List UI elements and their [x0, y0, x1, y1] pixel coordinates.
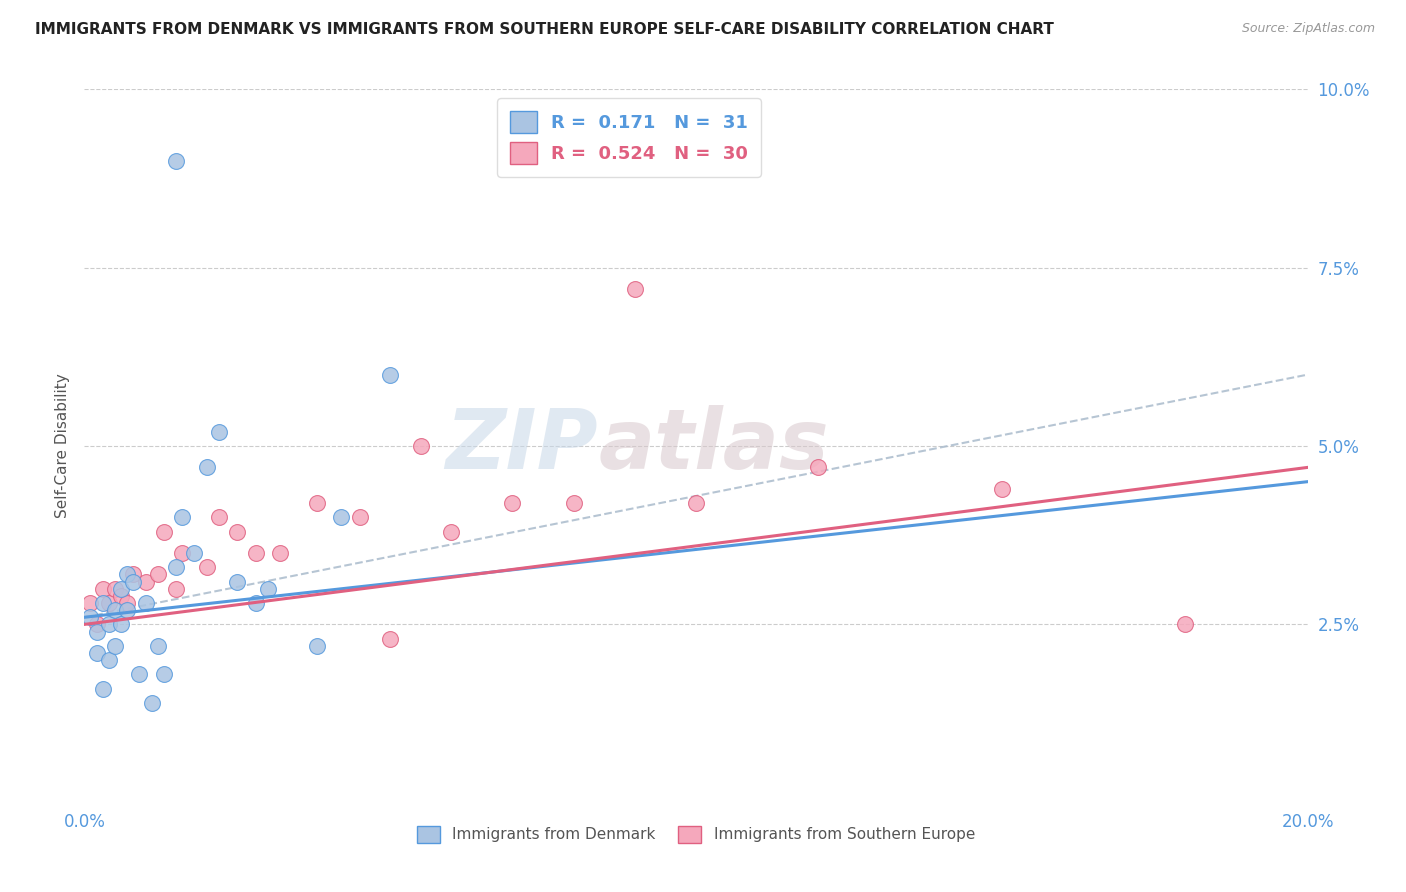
Point [110, 582, 132, 596]
Point [685, 496, 707, 510]
Text: Source: ZipAtlas.com: Source: ZipAtlas.com [1241, 22, 1375, 36]
Text: IMMIGRANTS FROM DENMARK VS IMMIGRANTS FROM SOUTHERN EUROPE SELF-CARE DISABILITY : IMMIGRANTS FROM DENMARK VS IMMIGRANTS FR… [35, 22, 1054, 37]
Point [226, 574, 249, 589]
Point [128, 667, 150, 681]
Y-axis label: Self-Care Disability: Self-Care Disability [55, 374, 70, 518]
Point [86, 646, 108, 660]
Point [807, 460, 830, 475]
Point [245, 546, 267, 560]
Point [91, 582, 114, 596]
Point [146, 639, 169, 653]
Point [97, 653, 120, 667]
Point [86, 617, 108, 632]
Point [380, 632, 402, 646]
Point [165, 582, 187, 596]
Point [79, 596, 101, 610]
Point [502, 496, 524, 510]
Point [183, 546, 205, 560]
Point [91, 681, 114, 696]
Point [141, 696, 163, 710]
Point [208, 425, 231, 439]
Point [172, 546, 194, 560]
Point [1174, 617, 1197, 632]
Point [86, 624, 108, 639]
Legend: Immigrants from Denmark, Immigrants from Southern Europe: Immigrants from Denmark, Immigrants from… [411, 820, 981, 848]
Point [991, 482, 1014, 496]
Point [172, 510, 194, 524]
Point [110, 589, 132, 603]
Point [115, 603, 138, 617]
Point [135, 574, 157, 589]
Point [195, 560, 218, 574]
Point [562, 496, 585, 510]
Point [104, 582, 127, 596]
Point [122, 567, 145, 582]
Point [409, 439, 432, 453]
Point [624, 282, 647, 296]
Point [305, 639, 328, 653]
Point [330, 510, 353, 524]
Point [245, 596, 267, 610]
Point [135, 596, 157, 610]
Point [380, 368, 402, 382]
Text: atlas: atlas [598, 406, 828, 486]
Point [91, 596, 114, 610]
Point [146, 567, 169, 582]
Point [104, 639, 127, 653]
Point [195, 460, 218, 475]
Point [79, 610, 101, 624]
Point [165, 560, 187, 574]
Point [226, 524, 249, 539]
Point [104, 603, 127, 617]
Point [110, 617, 132, 632]
Point [122, 574, 145, 589]
Point [115, 596, 138, 610]
Point [97, 617, 120, 632]
Point [269, 546, 291, 560]
Point [97, 596, 120, 610]
Point [305, 496, 328, 510]
Point [257, 582, 280, 596]
Point [440, 524, 463, 539]
Point [115, 567, 138, 582]
Point [349, 510, 371, 524]
Point [153, 667, 176, 681]
Point [208, 510, 231, 524]
Text: ZIP: ZIP [446, 406, 598, 486]
Point [165, 153, 187, 168]
Point [153, 524, 176, 539]
